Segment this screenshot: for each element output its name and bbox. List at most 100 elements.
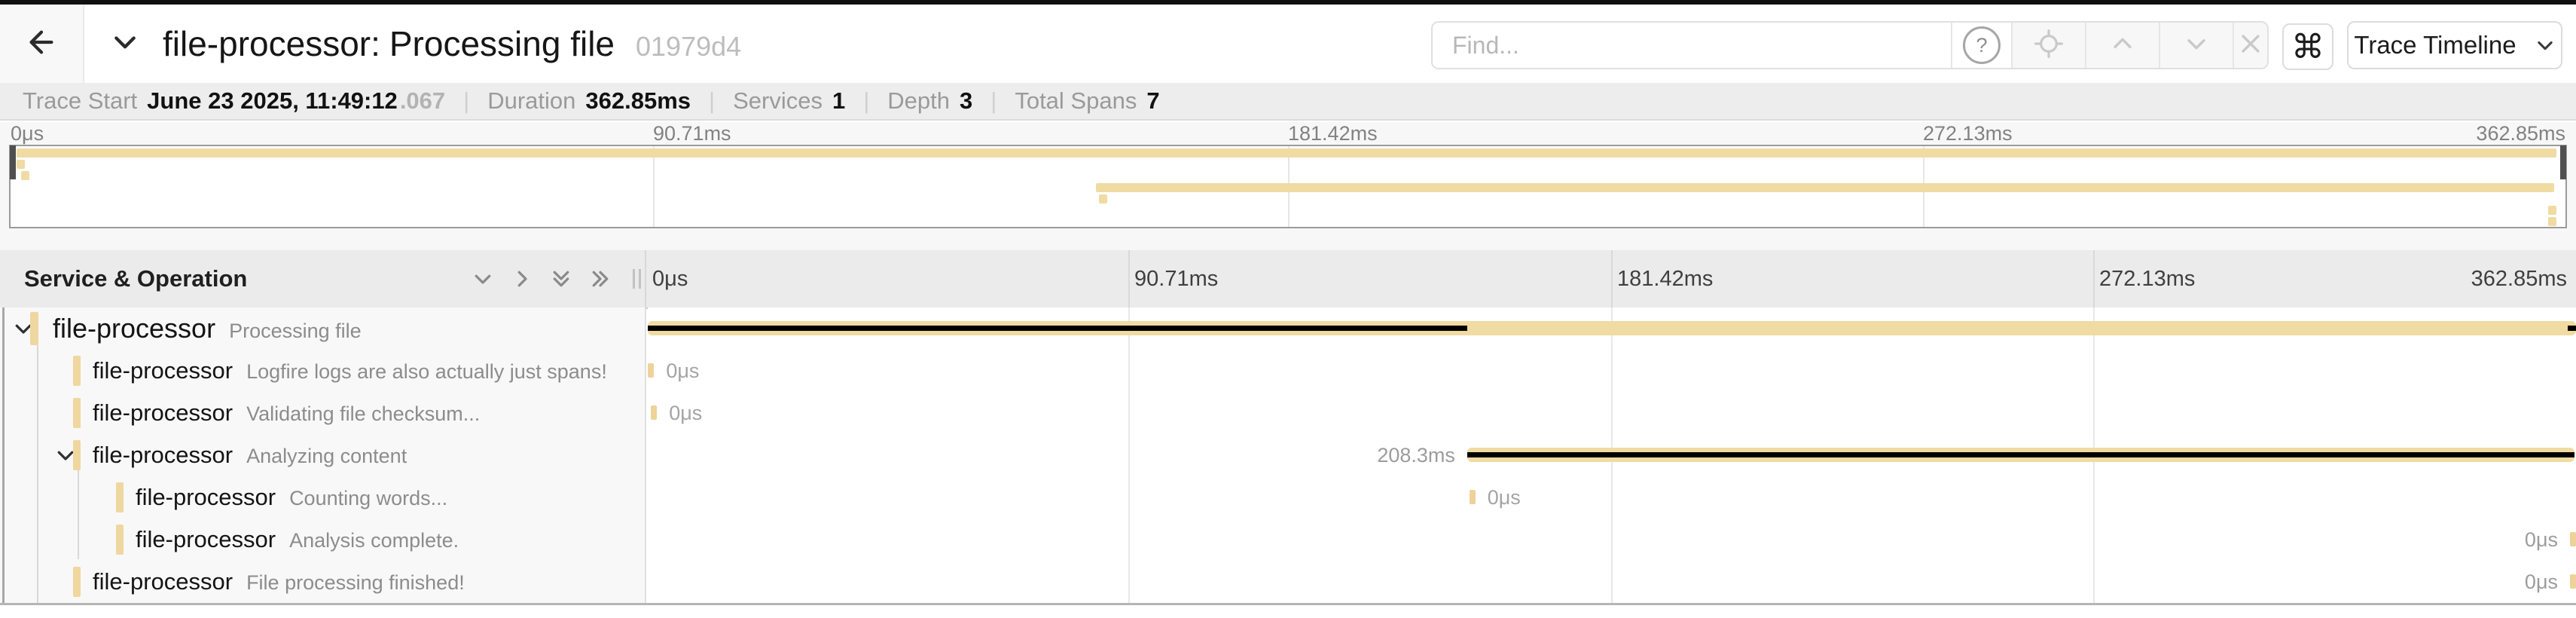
tree-indent-guide <box>37 345 38 603</box>
span-duration-label: 0μs <box>2524 528 2558 551</box>
span-duration-label: 0μs <box>1487 486 1521 509</box>
minimap-tick-label: 362.85ms <box>2476 122 2565 145</box>
span-name-row[interactable]: file-processor Logfire logs are also actu… <box>93 350 639 392</box>
service-color-block <box>73 567 81 597</box>
timeline-gridline <box>1611 250 1613 307</box>
span-service-name: file-processor <box>93 399 233 426</box>
minimap-span-bar <box>1098 194 1107 203</box>
summary-item: Duration 362.85ms <box>487 87 691 115</box>
zero-duration-marker[interactable] <box>2570 532 2576 546</box>
critical-path-segment <box>648 326 1467 331</box>
locate-button[interactable] <box>2011 23 2085 68</box>
title-operation: Processing file <box>389 24 615 63</box>
span-service-name: file-processor <box>93 568 233 595</box>
timeline-tick-label: 0μs <box>652 267 688 291</box>
name-column-accent-line <box>2 307 5 603</box>
span-duration-bar[interactable] <box>648 321 2576 335</box>
span-name-row[interactable]: file-processor Validating file checksum..… <box>93 392 639 434</box>
service-color-block <box>116 525 124 555</box>
summary-separator: | <box>863 87 870 114</box>
crosshair-icon <box>2034 29 2063 62</box>
span-operation-name: Validating file checksum... <box>246 402 481 425</box>
minimap-right-scrubber-handle[interactable] <box>2560 145 2566 179</box>
column-resizer-handle[interactable] <box>633 269 641 289</box>
minimap-tick-label: 90.71ms <box>653 122 731 145</box>
span-timeline-column: 0μs 0μs 208.3ms 0μs 0μs 0μs <box>648 307 2576 603</box>
zero-duration-marker[interactable] <box>648 363 655 378</box>
span-operation-name: Logfire logs are also actually just span… <box>246 360 607 383</box>
summary-value: 1 <box>832 87 846 114</box>
summary-separator: | <box>709 87 716 114</box>
title-separator: : <box>371 24 380 63</box>
page-title: file-processor: Processing file 01979d4 <box>163 23 741 64</box>
timeline-tick-label: 272.13ms <box>2099 267 2196 291</box>
title-service: file-processor <box>163 24 371 63</box>
span-operation-name: Processing file <box>229 320 362 342</box>
minimap-span-bar <box>20 171 29 181</box>
span-service-name: file-processor <box>93 357 233 384</box>
span-name-row[interactable]: file-processor Analysis complete. <box>136 519 639 561</box>
chevron-down-icon <box>2184 31 2209 60</box>
critical-path-segment <box>1467 452 2575 457</box>
summary-label: Trace Start <box>23 87 138 114</box>
span-service-name: file-processor <box>93 442 233 468</box>
expand-all-icon[interactable] <box>589 268 612 290</box>
timeline-header-left: Service & Operation <box>0 250 646 307</box>
span-operation-name: Analyzing content <box>246 445 407 467</box>
back-button[interactable] <box>0 5 84 83</box>
span-service-name: file-processor <box>136 526 276 552</box>
span-service-name: file-processor <box>53 313 216 344</box>
span-duration-label: 0μs <box>669 402 703 424</box>
summary-value: 362.85ms <box>585 87 691 114</box>
find-toolbar: ? <box>1431 21 2269 69</box>
find-help-button[interactable]: ? <box>1951 23 2011 68</box>
minimap-left-scrubber-handle[interactable] <box>10 145 16 179</box>
span-name-row[interactable]: file-processor File processing finished! <box>93 561 639 603</box>
span-name-row[interactable]: file-processor Analyzing content <box>93 434 639 476</box>
summary-item: Total Spans 7 <box>1015 87 1159 115</box>
previous-result-button[interactable] <box>2085 23 2159 68</box>
span-expander-toggle[interactable] <box>54 444 77 467</box>
span-expander-toggle[interactable] <box>12 317 35 340</box>
summary-separator: | <box>463 87 470 114</box>
minimap-tick-label: 272.13ms <box>1923 122 2013 145</box>
span-operation-name: Analysis complete. <box>289 529 459 552</box>
summary-label: Total Spans <box>1015 87 1137 114</box>
keyboard-shortcuts-button[interactable]: ⌘ <box>2282 23 2333 70</box>
arrow-left-icon <box>24 25 59 63</box>
service-color-block <box>30 312 38 345</box>
span-name-row[interactable]: file-processor Counting words... <box>136 476 639 519</box>
view-selector-dropdown[interactable]: Trace Timeline <box>2347 21 2562 69</box>
command-icon: ⌘ <box>2291 28 2324 66</box>
minimap-gridline <box>653 146 655 227</box>
service-color-block <box>73 398 81 428</box>
question-circle-icon: ? <box>1963 26 2001 64</box>
timeline-header: Service & Operation 0μs 90.71ms 181.42ms 27… <box>0 250 2576 309</box>
minimap-tick-label: 0μs <box>11 122 44 145</box>
zero-duration-marker[interactable] <box>2570 574 2576 589</box>
expand-one-icon[interactable] <box>511 268 533 290</box>
collapse-all-icon[interactable] <box>550 268 572 290</box>
minimap-canvas[interactable] <box>9 145 2567 228</box>
zero-duration-marker[interactable] <box>1469 490 1476 504</box>
minimap-span-bar <box>17 160 26 170</box>
chevron-up-icon <box>2110 31 2135 60</box>
trace-summary-bar: Trace Start June 23 2025, 11:49:12.067 | Du… <box>0 83 2576 121</box>
span-rows-area: file-processor Processing file file-proces… <box>0 307 2576 605</box>
minimap-tick-label: 181.42ms <box>1288 122 1378 145</box>
summary-label: Duration <box>487 87 576 114</box>
service-color-block <box>116 482 124 512</box>
timeline-tick-label: 362.85ms <box>2471 267 2567 291</box>
span-operation-name: Counting words... <box>289 487 448 509</box>
trace-collapse-toggle[interactable] <box>110 27 140 61</box>
clear-search-button[interactable] <box>2233 23 2267 68</box>
close-icon <box>2238 31 2263 60</box>
next-result-button[interactable] <box>2159 23 2233 68</box>
search-input[interactable] <box>1433 23 1951 68</box>
collapse-one-icon[interactable] <box>472 268 494 290</box>
zero-duration-marker[interactable] <box>651 405 658 420</box>
minimap-span-bar <box>2548 217 2556 227</box>
chevron-down-icon <box>110 27 140 61</box>
span-name-row[interactable]: file-processor Processing file <box>53 307 639 350</box>
